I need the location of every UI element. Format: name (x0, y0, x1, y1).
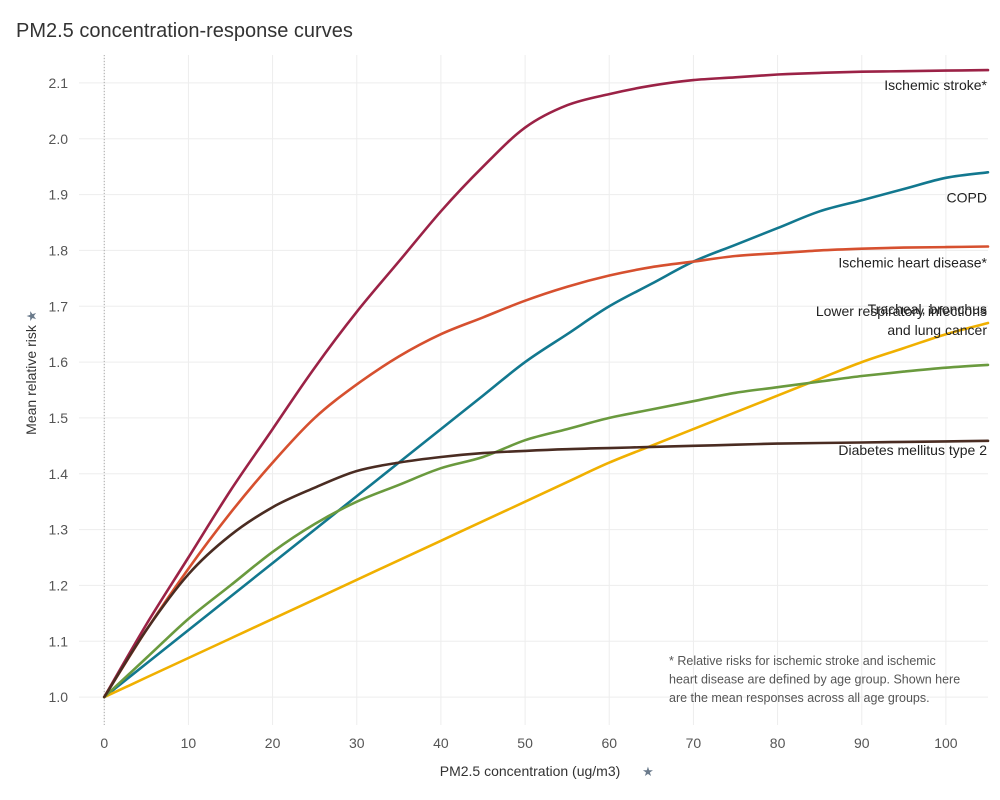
x-tick-label: 60 (601, 735, 617, 751)
series-label: COPD (947, 189, 987, 205)
footnote-line: heart disease are defined by age group. … (669, 673, 960, 687)
x-tick-label: 70 (686, 735, 702, 751)
x-tick-label: 50 (517, 735, 533, 751)
axis-titles: PM2.5 concentration (ug/m3) ★ Mean relativ… (23, 310, 654, 779)
series-line (102, 321, 990, 699)
x-tick-label: 40 (433, 735, 449, 751)
x-tick-label: 30 (349, 735, 365, 751)
series-labels: Ischemic stroke* COPD Ischemic heart disea… (816, 77, 988, 458)
y-tick-label: 1.8 (49, 242, 69, 258)
x-tick-label: 80 (770, 735, 786, 751)
series-line (102, 439, 990, 699)
footnote: * Relative risks for ischemic stroke and… (669, 654, 960, 705)
footnote-line: are the mean responses across all age gr… (669, 691, 930, 705)
gridlines (79, 55, 988, 725)
series-lines (102, 68, 990, 699)
y-tick-label: 2.1 (49, 75, 69, 91)
series-label: Lower respiratory infections (816, 303, 987, 319)
y-tick-label: 1.9 (49, 187, 69, 203)
x-tick-label: 10 (181, 735, 197, 751)
y-tick-label: 1.7 (49, 298, 69, 314)
series-line (102, 245, 990, 699)
x-tick-label: 90 (854, 735, 870, 751)
x-tick-label: 0 (100, 735, 108, 751)
series-label: Tracheal, bronchus (868, 301, 987, 317)
series-label: Diabetes mellitus type 2 (838, 442, 987, 458)
y-tick-label: 1.4 (49, 466, 69, 482)
series-line (102, 171, 990, 699)
y-axis-ticks: 1.0 1.1 1.2 1.3 1.4 1.5 1.6 1.7 1.8 1.9 2.0 2.1 (49, 75, 69, 705)
x-axis-title: PM2.5 concentration (ug/m3) (440, 763, 621, 779)
y-tick-label: 1.6 (49, 354, 69, 370)
series-label: Ischemic stroke* (884, 77, 987, 93)
y-axis-title: Mean relative risk (23, 324, 39, 435)
x-tick-label: 100 (934, 735, 958, 751)
series-line (102, 68, 990, 699)
footnote-line: * Relative risks for ischemic stroke and… (669, 654, 936, 668)
x-axis-ticks: 0 10 20 30 40 50 60 70 80 90 100 (100, 735, 957, 751)
y-tick-label: 1.1 (49, 633, 69, 649)
series-label: and lung cancer (887, 322, 987, 338)
y-tick-label: 1.2 (49, 577, 69, 593)
series-line (102, 363, 990, 699)
y-tick-label: 1.3 (49, 522, 69, 538)
x-tick-label: 20 (265, 735, 281, 751)
pin-icon: ★ (642, 764, 654, 779)
y-tick-label: 2.0 (49, 131, 69, 147)
pin-icon: ★ (24, 310, 39, 322)
y-tick-label: 1.0 (49, 689, 69, 705)
chart-title: PM2.5 concentration-response curves (16, 20, 353, 42)
y-tick-label: 1.5 (49, 410, 69, 426)
series-label: Ischemic heart disease* (838, 255, 987, 271)
